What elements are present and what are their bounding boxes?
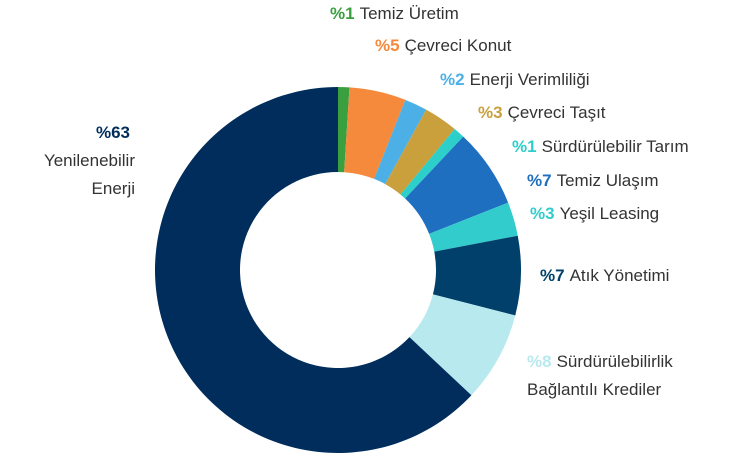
slice-label: %7 Temiz Ulaşım [527,167,659,195]
category-label: Sürdürülebilirlik Bağlantılı Krediler [527,352,673,399]
category-label: Çevreci Konut [404,36,512,55]
slice-label: %1 Sürdürülebilir Tarım [512,133,689,161]
donut-slice [432,235,521,316]
slice-label: %3 Yeşil Leasing [530,200,659,228]
category-label: Sürdürülebilir Tarım [541,137,689,156]
category-label: Yenilenebilir Enerji [43,151,135,198]
donut-slice [154,87,472,453]
category-label: Temiz Üretim [359,4,459,23]
category-label: Atık Yönetimi [569,266,670,285]
donut-slice [400,128,464,199]
donut-slice [338,87,350,173]
slice-label: %1 Temiz Üretim [330,0,459,28]
slice-label: %5 Çevreci Konut [375,32,511,60]
value-label: %3 [478,103,503,122]
value-label: %5 [375,36,400,55]
slice-label: %2 Enerji Verimliliği [440,66,590,94]
donut-slice [344,87,406,179]
value-label: %63 [95,123,130,142]
value-label: %3 [530,204,555,223]
slice-label: %8 Sürdürülebilirlik Bağlantılı Krediler [527,348,727,404]
value-label: %1 [512,137,537,156]
value-label: %7 [527,171,552,190]
value-label: %7 [540,266,565,285]
value-label: %1 [330,4,355,23]
slice-label: %63 Yenilenebilir Enerji [5,119,135,203]
category-label: Temiz Ulaşım [556,171,659,190]
slice-label: %7 Atık Yönetimi [540,262,669,290]
value-label: %2 [440,70,465,89]
donut-slice [405,136,509,234]
value-label: %8 [527,352,552,371]
donut-slice [374,99,427,185]
donut-slice [385,109,455,195]
donut-slice [409,294,516,396]
category-label: Enerji Verimliliği [469,70,590,89]
category-label: Çevreci Taşıt [507,103,606,122]
slice-label: %3 Çevreci Taşıt [478,99,606,127]
category-label: Yeşil Leasing [559,204,660,223]
donut-slice [429,202,518,252]
